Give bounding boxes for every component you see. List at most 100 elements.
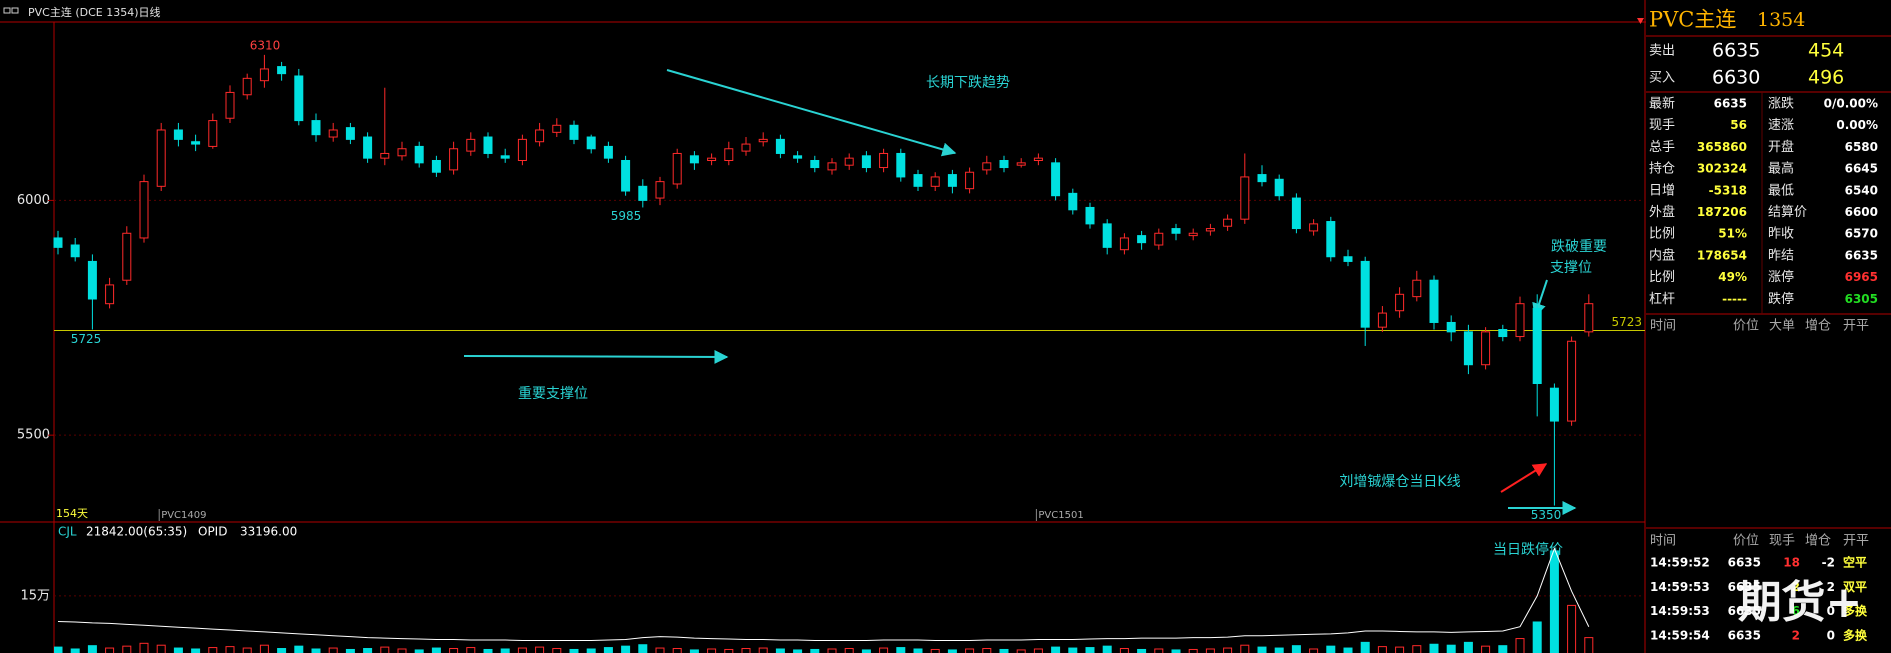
volume-bar (689, 649, 699, 653)
trade-cell: 空平 (1843, 555, 1867, 570)
quote-code: 1354 (1757, 9, 1805, 31)
trade-cell: 6635 (1728, 556, 1761, 570)
volume-bar (311, 648, 321, 653)
volume-bar (1085, 647, 1095, 653)
candle-body (965, 171, 975, 190)
stat-label: 比例 (1649, 270, 1675, 285)
candle-body (535, 129, 545, 143)
candle-body (1395, 293, 1405, 312)
volume-bar (1016, 649, 1026, 653)
candle-body (191, 141, 201, 145)
candle-body (1102, 223, 1112, 248)
column-header: 开平 (1843, 534, 1869, 549)
marker (1637, 18, 1644, 24)
volume-bars (54, 550, 1594, 653)
candle-body (1309, 223, 1319, 232)
period-label: PVC1501 (1038, 510, 1083, 521)
order-price: 6635 (1712, 40, 1760, 62)
volume-bar (1188, 648, 1198, 653)
arrow (666, 69, 957, 157)
arrow (463, 349, 729, 364)
candle-body (1532, 307, 1542, 385)
stat-label: 日增 (1649, 183, 1675, 198)
volume-bar (1137, 648, 1147, 653)
candle-body (1481, 331, 1491, 366)
candle-body (87, 260, 97, 300)
candle-body (156, 129, 166, 187)
volume-bar (552, 648, 562, 653)
stat-label: 最低 (1768, 183, 1794, 198)
volume-bar (724, 648, 734, 653)
candle-body (1549, 387, 1559, 422)
volume-bar (1584, 637, 1594, 653)
candle-body (500, 155, 510, 159)
candle-body (689, 155, 699, 164)
volume-bar (1360, 641, 1370, 653)
volume-bar (982, 648, 992, 653)
stat-value: 302324 (1697, 162, 1747, 176)
stat-label: 涨停 (1768, 269, 1794, 285)
stat-value: 6570 (1845, 227, 1878, 241)
candle-body (758, 138, 768, 143)
volume-bar (70, 648, 80, 653)
volume-bar (810, 648, 820, 653)
volume-bar (1343, 647, 1353, 653)
stat-value: 6305 (1845, 292, 1878, 306)
candle-body (1446, 321, 1456, 333)
candle-body (1205, 228, 1215, 232)
volume-bar (1429, 643, 1439, 653)
stat-value: 56 (1730, 118, 1747, 132)
stat-label: 结算价 (1768, 205, 1807, 220)
candle-body (1257, 174, 1267, 183)
candle-body (775, 138, 785, 154)
column-header: 时间 (1650, 319, 1676, 334)
trade-cell: 2 (1792, 580, 1800, 594)
candle-body (311, 120, 321, 136)
icon (11, 7, 19, 14)
stat-label: 最新 (1649, 96, 1675, 112)
column-header: 增仓 (1805, 319, 1831, 334)
volume-bar (363, 648, 373, 653)
candle-body (259, 68, 269, 82)
stat-value: 6600 (1845, 205, 1878, 219)
volume-bar (1532, 621, 1542, 653)
volume-line (57, 547, 1590, 641)
y-tick-label: 15万 (20, 588, 50, 603)
stat-label: 开盘 (1768, 139, 1794, 155)
column-header: 价位 (1733, 319, 1759, 334)
candle-body (1154, 232, 1164, 246)
annotation: 重要支撑位 (518, 386, 588, 402)
candle-body (1223, 218, 1233, 227)
candle-body (173, 129, 183, 140)
volume-bar (896, 647, 906, 653)
volume-bar (1205, 648, 1215, 653)
stat-value: 0/0.00% (1824, 97, 1878, 111)
volume-bar (947, 649, 957, 653)
stat-value: ----- (1722, 292, 1747, 306)
candle-body (638, 185, 648, 201)
candle-body (397, 148, 407, 157)
stat-label: 杠杆 (1649, 291, 1675, 307)
trade-cell: 6635 (1728, 604, 1761, 618)
order-label: 买入 (1649, 71, 1675, 86)
volume-bar (655, 647, 665, 653)
volume-bar (844, 648, 854, 653)
candle-body (242, 77, 252, 96)
chart-title: PVC主连 (DCE 1354)日线 (28, 5, 161, 19)
candle-body (53, 237, 63, 248)
candle-body (896, 152, 906, 178)
candle-body (586, 136, 596, 150)
volume-bar (1102, 645, 1112, 653)
volume-bar (1223, 647, 1233, 653)
volume-bar (965, 648, 975, 653)
volume-bar (621, 645, 631, 653)
trade-cell: 14:59:54 (1650, 628, 1710, 642)
column-header: 大单 (1769, 319, 1795, 334)
candle-body (844, 157, 854, 166)
volume-bar (1481, 645, 1491, 653)
candle-body (982, 162, 992, 171)
order-price: 6630 (1712, 67, 1760, 89)
